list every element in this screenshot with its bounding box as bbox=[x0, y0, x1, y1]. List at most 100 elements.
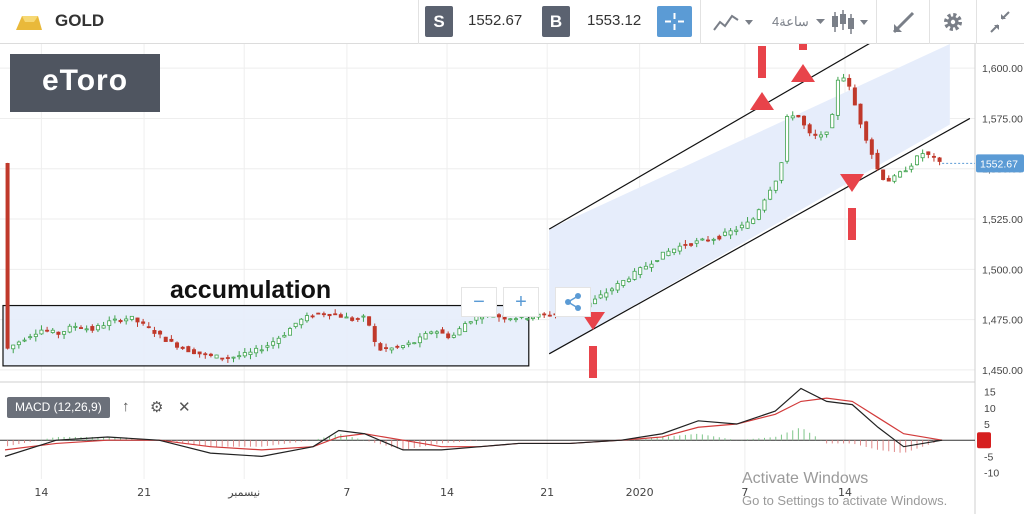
candle-body bbox=[208, 353, 213, 356]
candle-body bbox=[779, 162, 784, 181]
candle bbox=[395, 344, 400, 350]
candle bbox=[508, 318, 513, 322]
gear-icon[interactable]: ⚙ bbox=[150, 399, 164, 416]
gold-bar-icon bbox=[16, 16, 42, 30]
candle bbox=[920, 149, 925, 162]
price-chart[interactable]: 1,450.001,475.001,500.001,525.001,550.00… bbox=[0, 44, 1024, 514]
sell-label[interactable]: S bbox=[425, 6, 453, 37]
candle bbox=[915, 155, 920, 166]
timeframe-button[interactable]: 4ساعة bbox=[772, 14, 826, 42]
candle bbox=[768, 186, 773, 201]
candle-body bbox=[621, 280, 626, 286]
current-price-box bbox=[976, 154, 1024, 173]
candle-body bbox=[869, 139, 874, 155]
candle bbox=[457, 326, 462, 336]
candlestick-button[interactable] bbox=[830, 8, 872, 36]
candle-body bbox=[259, 349, 264, 352]
candle bbox=[790, 111, 795, 121]
settings-button[interactable] bbox=[941, 8, 965, 36]
draw-tools-button[interactable] bbox=[891, 8, 917, 36]
buy-price[interactable]: 1553.12 bbox=[587, 12, 642, 29]
zoom-out-button[interactable]: − bbox=[461, 287, 497, 317]
buy-label[interactable]: B bbox=[542, 6, 570, 37]
candle-body bbox=[847, 77, 852, 87]
candle bbox=[367, 316, 372, 327]
candle-body bbox=[835, 79, 840, 116]
candle-body bbox=[5, 163, 10, 349]
candle bbox=[242, 348, 247, 358]
toolbar-divider bbox=[418, 0, 419, 44]
candle bbox=[79, 325, 84, 329]
candle-body bbox=[666, 250, 671, 257]
price-axis: 1,450.001,475.001,500.001,525.001,550.00… bbox=[982, 63, 1023, 377]
current-price-tag: 1552.67 bbox=[942, 154, 1024, 173]
candle-body bbox=[496, 314, 501, 318]
draw-tools-icon bbox=[892, 11, 915, 34]
candle-body bbox=[689, 243, 694, 246]
sell-price[interactable]: 1552.67 bbox=[468, 12, 523, 29]
price-tick-label: 1,450.00 bbox=[982, 365, 1023, 377]
crosshair-button[interactable] bbox=[657, 6, 692, 37]
candle-body bbox=[796, 115, 801, 118]
candle bbox=[344, 312, 349, 319]
line-chart-button[interactable] bbox=[712, 8, 754, 36]
candle-body bbox=[480, 316, 485, 320]
candle bbox=[711, 237, 716, 245]
candle-body bbox=[830, 114, 835, 129]
candle-body bbox=[711, 238, 716, 241]
share-button[interactable] bbox=[555, 287, 591, 317]
candlestick-series bbox=[5, 73, 942, 363]
candle bbox=[530, 316, 535, 321]
close-icon[interactable]: ✕ bbox=[178, 399, 191, 416]
candle bbox=[423, 331, 428, 340]
candle-body bbox=[45, 329, 50, 332]
arrow-up-icon[interactable]: ↑ bbox=[122, 398, 130, 415]
candle bbox=[355, 317, 360, 322]
collapse-button[interactable] bbox=[988, 8, 1012, 36]
candle bbox=[683, 240, 688, 249]
candle bbox=[276, 335, 281, 349]
candle-body bbox=[756, 209, 761, 220]
candle bbox=[11, 344, 16, 354]
candle bbox=[293, 322, 298, 329]
candle-body bbox=[95, 325, 100, 331]
collapse-icon bbox=[990, 11, 1010, 33]
candle-body bbox=[254, 347, 259, 354]
candle bbox=[858, 103, 863, 129]
arrow-shaft bbox=[758, 46, 766, 78]
candle bbox=[864, 120, 869, 144]
candle bbox=[604, 288, 609, 301]
candle-body bbox=[141, 321, 146, 324]
candle bbox=[542, 312, 547, 318]
channel-fill bbox=[549, 44, 950, 354]
candle bbox=[892, 174, 897, 184]
price-tick-label: 1,475.00 bbox=[982, 315, 1023, 327]
candle-body bbox=[265, 345, 270, 348]
candle-body bbox=[542, 313, 547, 316]
candle bbox=[926, 151, 931, 159]
candle-body bbox=[400, 345, 405, 348]
candle bbox=[73, 322, 78, 331]
candle-body bbox=[694, 240, 699, 244]
candle bbox=[129, 315, 134, 322]
candle-body bbox=[169, 338, 174, 342]
chart-toolbar: GOLD S 1552.67 B 1553.12 4ساعة bbox=[0, 0, 1024, 44]
candle-body bbox=[655, 260, 660, 262]
candle bbox=[197, 351, 202, 358]
macd-indicator-label[interactable]: MACD (12,26,9) bbox=[7, 397, 110, 418]
candle bbox=[869, 137, 874, 159]
candle bbox=[660, 251, 665, 260]
candle-body bbox=[327, 313, 332, 317]
candle bbox=[722, 228, 727, 237]
candle bbox=[22, 337, 27, 343]
candle-body bbox=[197, 351, 202, 355]
candle bbox=[802, 115, 807, 129]
candle bbox=[689, 242, 694, 248]
candle-body bbox=[762, 199, 767, 211]
candle-body bbox=[191, 349, 196, 355]
candle bbox=[593, 295, 598, 305]
zoom-in-button[interactable]: + bbox=[503, 287, 539, 317]
candle bbox=[158, 330, 163, 339]
candle bbox=[400, 345, 405, 350]
candle-body bbox=[367, 316, 372, 326]
